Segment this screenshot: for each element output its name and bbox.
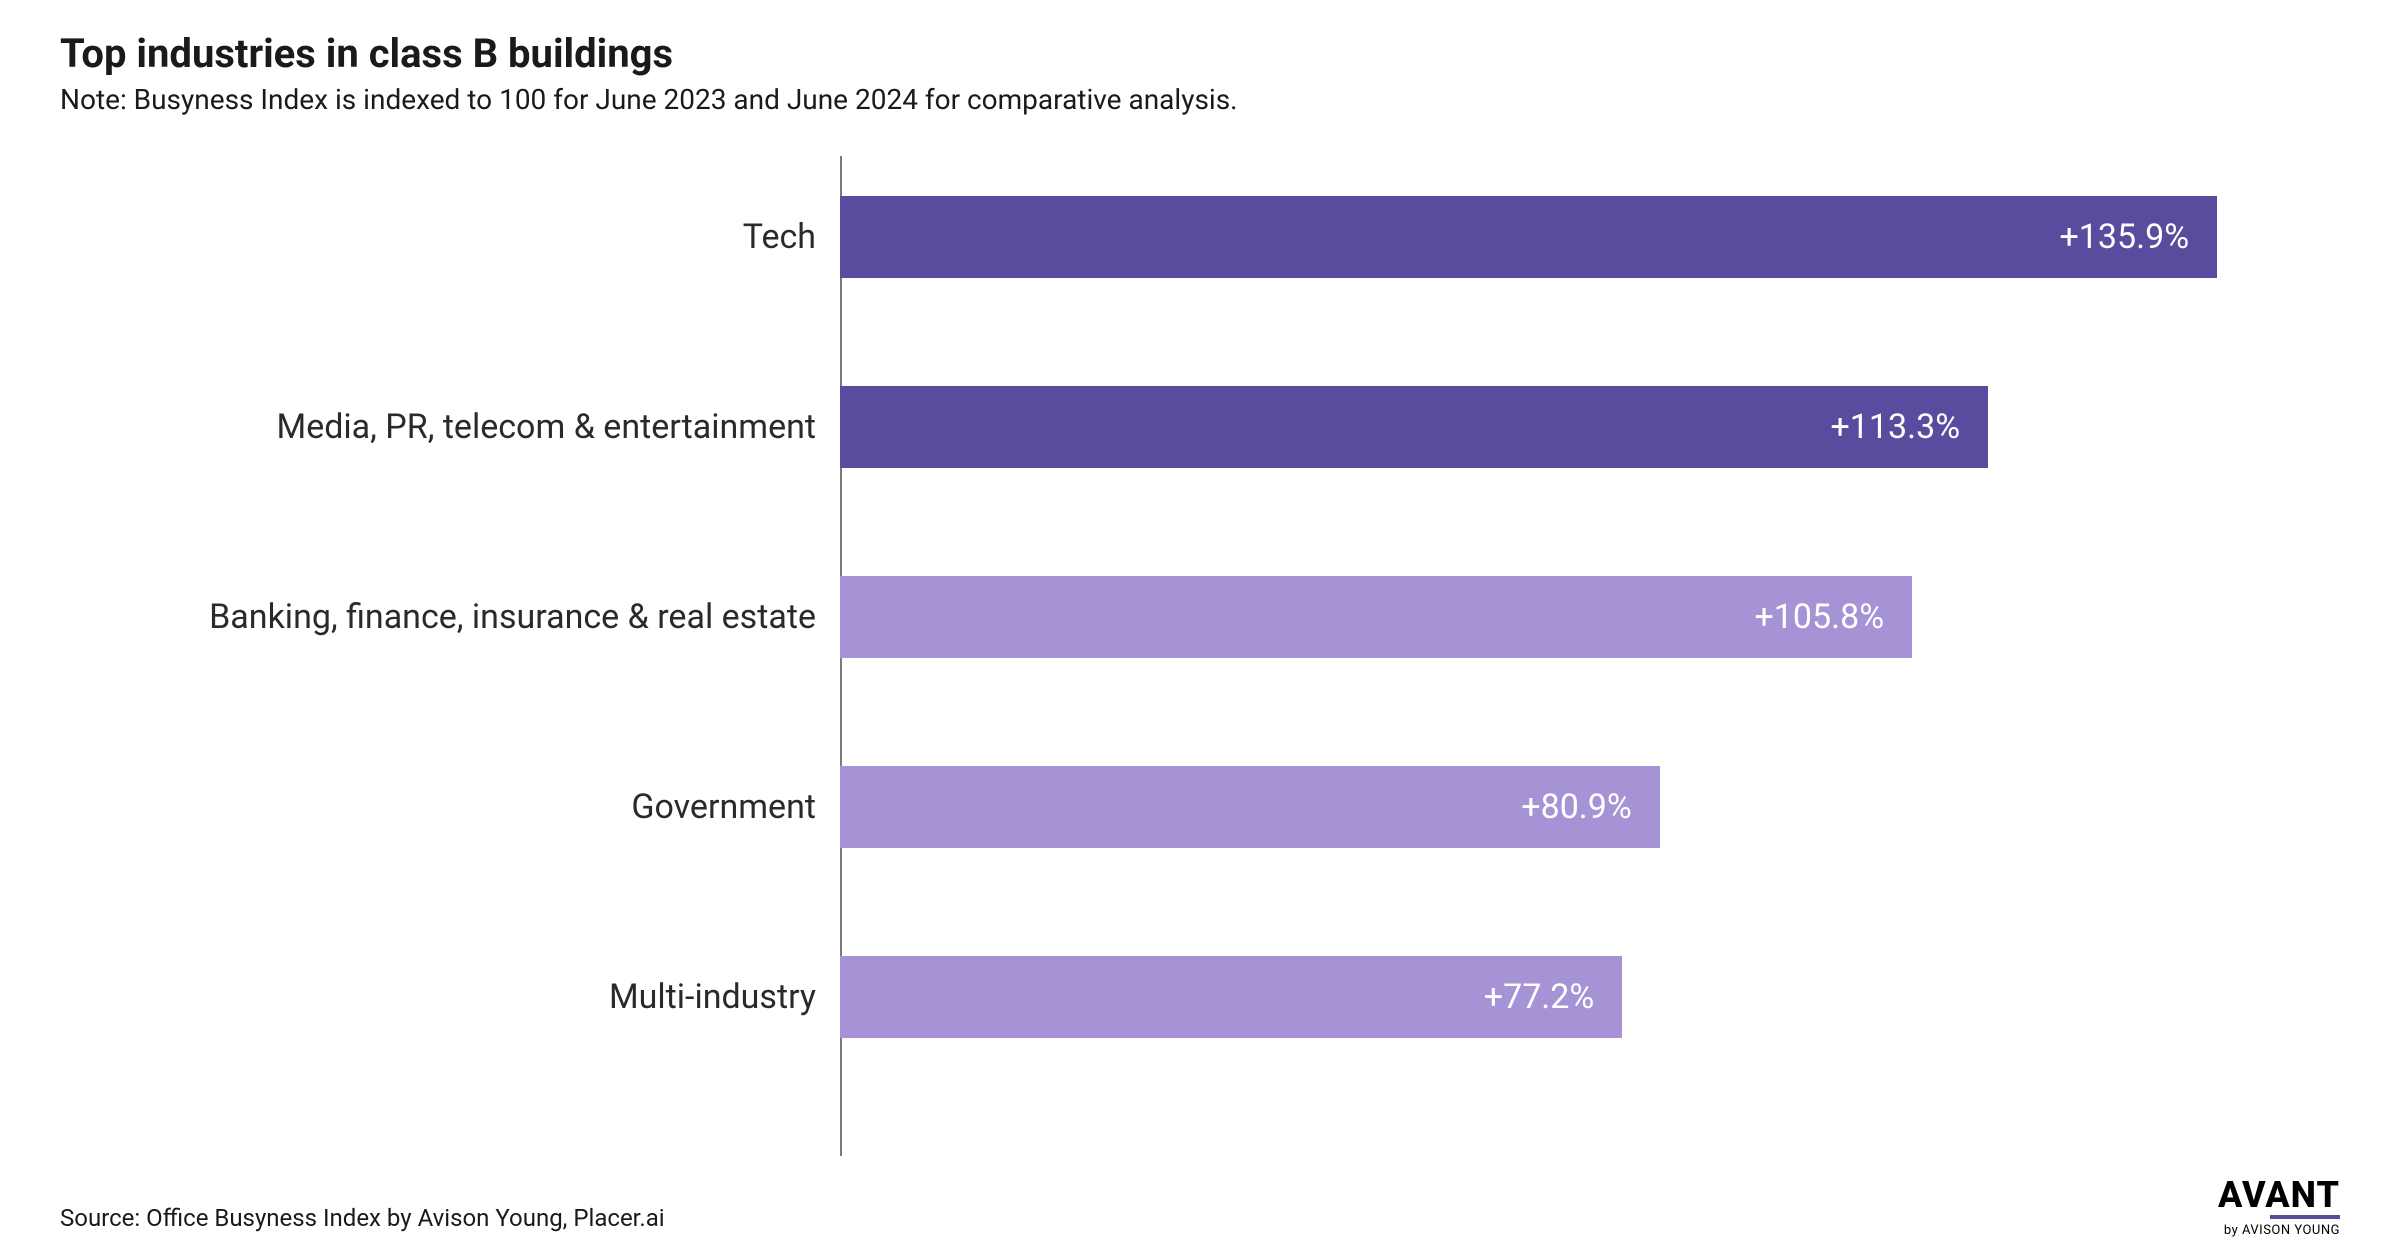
brand-logo: AVANT by AVISON YOUNG <box>2218 1177 2340 1238</box>
logo-main-text: AVANT <box>2218 1177 2340 1213</box>
bar-category-label: Banking, finance, insurance & real estat… <box>60 597 840 637</box>
bar-value-label: +135.9% <box>2060 217 2218 257</box>
bar-category-label: Government <box>60 787 840 827</box>
source-attribution: Source: Office Busyness Index by Avison … <box>60 1204 665 1232</box>
bar-value-label: +113.3% <box>1831 407 1989 447</box>
bar-value-label: +80.9% <box>1521 787 1659 827</box>
bar: +105.8% <box>840 576 1912 658</box>
chart-container: Top industries in class B buildings Note… <box>0 0 2400 1260</box>
bar-row: Government +80.9% <box>60 766 2340 848</box>
logo-sub-text: by AVISON YOUNG <box>2218 1223 2340 1238</box>
chart-subtitle: Note: Busyness Index is indexed to 100 f… <box>60 83 2340 116</box>
chart-plot-area: Tech +135.9% Media, PR, telecom & entertai… <box>60 156 2340 1156</box>
bar-value-label: +77.2% <box>1484 977 1622 1017</box>
bar-category-label: Multi-industry <box>60 977 840 1017</box>
bar-row: Banking, finance, insurance & real estat… <box>60 576 2340 658</box>
bar: +77.2% <box>840 956 1622 1038</box>
bar-row: Media, PR, telecom & entertainment +113.3… <box>60 386 2340 468</box>
bar-category-label: Media, PR, telecom & entertainment <box>60 407 840 447</box>
chart-title: Top industries in class B buildings <box>60 30 2340 77</box>
bar-row: Tech +135.9% <box>60 196 2340 278</box>
bar-category-label: Tech <box>60 217 840 257</box>
bar-row: Multi-industry +77.2% <box>60 956 2340 1038</box>
bar: +135.9% <box>840 196 2217 278</box>
bar: +80.9% <box>840 766 1660 848</box>
bar-value-label: +105.8% <box>1755 597 1913 637</box>
bar: +113.3% <box>840 386 1988 468</box>
